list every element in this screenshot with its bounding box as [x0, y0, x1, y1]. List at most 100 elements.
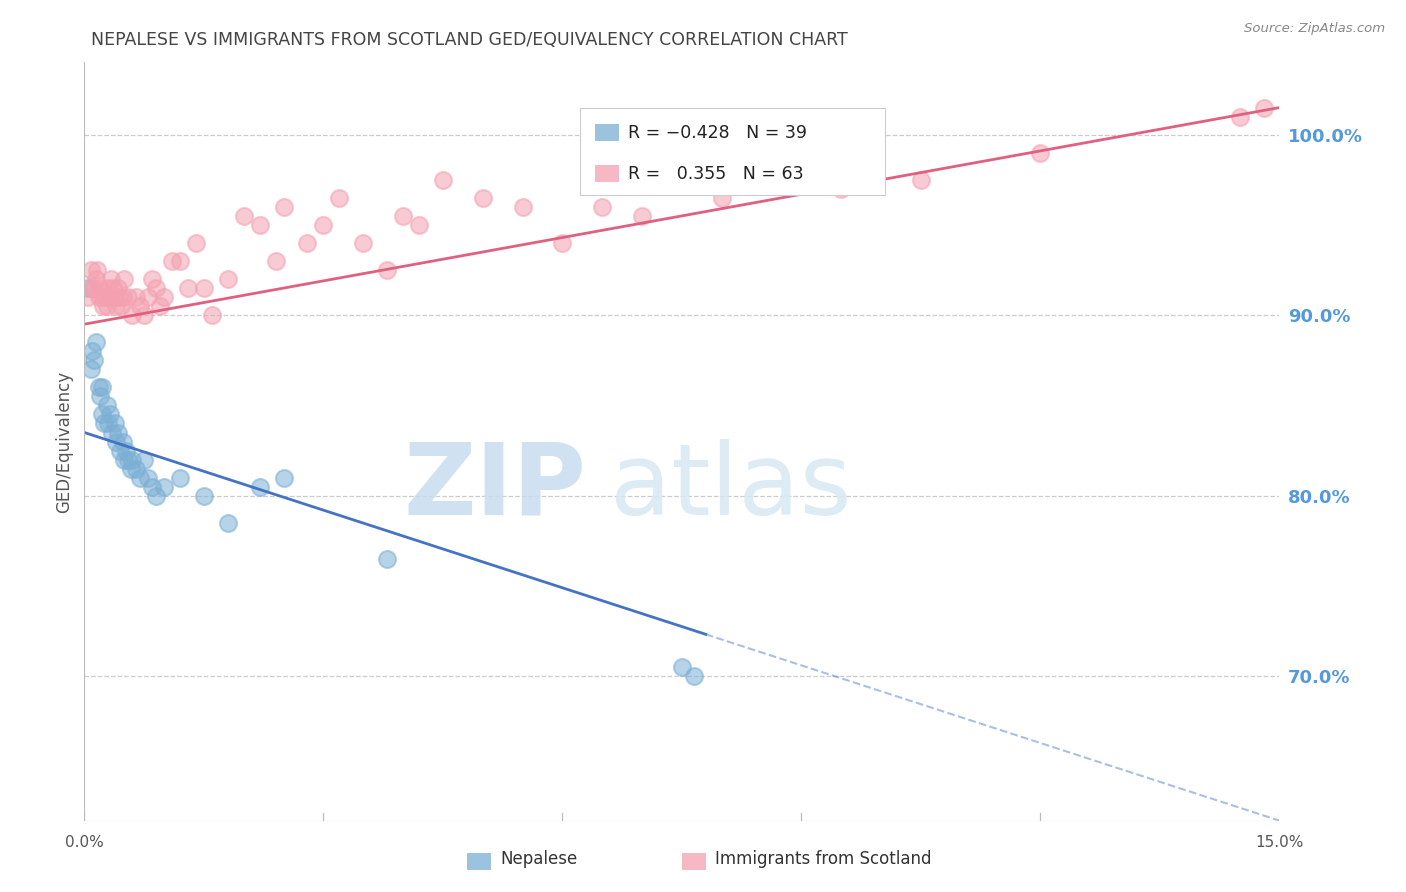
- Point: [169, 254, 191, 268]
- Point: [107, 425, 129, 440]
- Point: [110, 299, 132, 313]
- Point: [80, 263, 103, 277]
- Point: [93, 417, 115, 431]
- Point: [114, 443, 136, 458]
- Point: [82, 344, 104, 359]
- Point: [121, 452, 143, 467]
- Point: [82, 281, 104, 295]
- Point: [77, 290, 100, 304]
- Point: [328, 191, 350, 205]
- Point: [375, 263, 398, 277]
- Text: Immigrants from Scotland: Immigrants from Scotland: [716, 849, 932, 868]
- Point: [108, 290, 131, 304]
- Point: [671, 660, 693, 674]
- Text: 0.0%: 0.0%: [65, 835, 104, 850]
- Point: [83, 353, 105, 368]
- Y-axis label: GED/Equivalency: GED/Equivalency: [55, 370, 73, 513]
- Point: [111, 434, 134, 449]
- Point: [830, 182, 852, 196]
- Point: [432, 173, 454, 187]
- Point: [193, 489, 215, 503]
- Point: [264, 254, 287, 268]
- Point: [89, 389, 111, 403]
- Point: [149, 299, 172, 313]
- Point: [105, 299, 128, 313]
- Point: [80, 362, 103, 376]
- Point: [77, 281, 100, 295]
- Point: [145, 489, 167, 503]
- Point: [193, 281, 215, 295]
- Point: [710, 191, 733, 205]
- Text: Source: ZipAtlas.com: Source: ZipAtlas.com: [1244, 22, 1385, 36]
- Point: [121, 308, 143, 322]
- Text: 15.0%: 15.0%: [1256, 835, 1303, 850]
- Point: [375, 552, 398, 566]
- FancyBboxPatch shape: [595, 165, 619, 182]
- Point: [352, 235, 374, 250]
- Point: [297, 235, 319, 250]
- Point: [87, 380, 110, 394]
- Point: [89, 281, 111, 295]
- Point: [132, 452, 156, 467]
- Text: NEPALESE VS IMMIGRANTS FROM SCOTLAND GED/EQUIVALENCY CORRELATION CHART: NEPALESE VS IMMIGRANTS FROM SCOTLAND GED…: [91, 31, 848, 49]
- FancyBboxPatch shape: [581, 108, 886, 195]
- Point: [96, 399, 118, 413]
- Point: [512, 200, 534, 214]
- Point: [184, 235, 207, 250]
- Point: [101, 425, 124, 440]
- Point: [1029, 145, 1052, 160]
- Point: [112, 272, 135, 286]
- Point: [141, 272, 163, 286]
- Point: [107, 281, 129, 295]
- Point: [90, 408, 112, 422]
- Text: ZIP: ZIP: [404, 439, 586, 535]
- Point: [97, 281, 120, 295]
- Point: [100, 272, 122, 286]
- Point: [132, 308, 156, 322]
- FancyBboxPatch shape: [682, 854, 706, 870]
- Point: [683, 669, 706, 683]
- Point: [471, 191, 494, 205]
- Point: [104, 290, 127, 304]
- Point: [312, 218, 335, 232]
- Point: [98, 290, 121, 304]
- Point: [83, 281, 105, 295]
- Point: [101, 281, 124, 295]
- Point: [94, 290, 117, 304]
- Point: [217, 516, 239, 530]
- Point: [136, 470, 159, 484]
- Point: [97, 417, 120, 431]
- Text: R =   0.355   N = 63: R = 0.355 N = 63: [628, 165, 804, 183]
- Point: [153, 480, 176, 494]
- Point: [93, 299, 115, 313]
- Point: [201, 308, 224, 322]
- Point: [591, 200, 613, 214]
- Point: [125, 461, 148, 475]
- Point: [104, 417, 127, 431]
- Point: [110, 443, 132, 458]
- Point: [129, 299, 152, 313]
- Text: Nepalese: Nepalese: [501, 849, 578, 868]
- Point: [551, 235, 574, 250]
- Point: [273, 470, 295, 484]
- Point: [125, 290, 148, 304]
- Point: [90, 290, 112, 304]
- Text: R = −0.428   N = 39: R = −0.428 N = 39: [628, 124, 807, 142]
- Point: [86, 263, 108, 277]
- Point: [177, 281, 200, 295]
- Point: [84, 272, 107, 286]
- Point: [98, 408, 121, 422]
- Point: [160, 254, 183, 268]
- Point: [631, 209, 654, 223]
- Point: [117, 452, 139, 467]
- Point: [120, 461, 142, 475]
- Point: [141, 480, 163, 494]
- Point: [105, 434, 128, 449]
- Point: [145, 281, 167, 295]
- FancyBboxPatch shape: [595, 124, 619, 141]
- FancyBboxPatch shape: [467, 854, 491, 870]
- Point: [249, 480, 271, 494]
- Point: [90, 380, 112, 394]
- Point: [111, 290, 134, 304]
- Point: [392, 209, 415, 223]
